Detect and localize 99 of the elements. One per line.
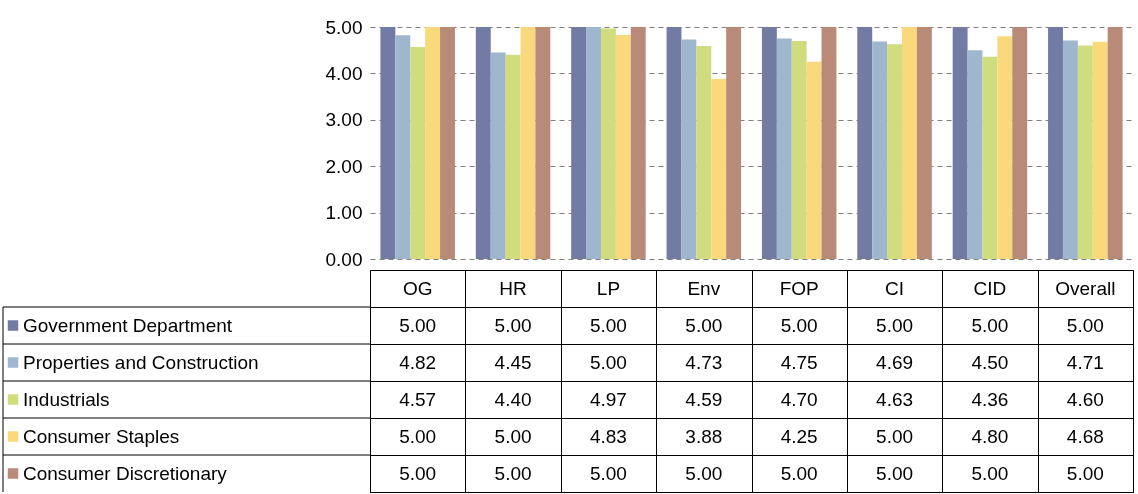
bar (615, 34, 631, 259)
bar (505, 54, 521, 259)
data-label: 4.70 (780, 388, 818, 410)
data-label: 5.00 (1066, 314, 1104, 336)
data-label: 4.71 (1066, 351, 1104, 373)
data-label: 4.63 (876, 388, 914, 410)
x-tick-label: Overall (1055, 277, 1116, 299)
bar (440, 27, 455, 259)
data-label: 5.00 (780, 314, 818, 336)
bar (887, 44, 903, 259)
data-label: 4.75 (780, 351, 818, 373)
legend-label: Government Department (23, 314, 233, 336)
data-label: 4.82 (399, 351, 437, 373)
bar (997, 36, 1013, 259)
legend-label: Properties and Construction (23, 351, 259, 373)
bar (806, 61, 822, 259)
bar (395, 35, 411, 259)
legend-label: Industrials (23, 388, 110, 410)
data-label: 5.00 (399, 314, 437, 336)
data-label: 4.40 (494, 388, 532, 410)
x-tick-label: FOP (779, 277, 819, 299)
bar (600, 28, 616, 259)
data-label: 5.00 (494, 462, 532, 484)
bar (410, 46, 426, 259)
legend-label: Consumer Discretionary (23, 462, 228, 484)
data-label: 5.00 (399, 462, 437, 484)
bar (425, 27, 441, 259)
bar (1062, 40, 1078, 259)
bar (1048, 27, 1063, 259)
bar (681, 39, 697, 259)
data-label: 5.00 (876, 462, 914, 484)
data-label: 4.50 (971, 351, 1009, 373)
bar (916, 27, 932, 259)
bar (761, 27, 777, 259)
data-label: 5.00 (399, 425, 437, 447)
bar (1092, 41, 1108, 259)
data-label: 5.00 (589, 351, 627, 373)
data-label: 5.00 (971, 462, 1009, 484)
data-label: 5.00 (589, 314, 627, 336)
data-label: 4.36 (971, 388, 1009, 410)
data-label: 5.00 (494, 425, 532, 447)
data-label: 4.69 (876, 351, 914, 373)
x-tick-label: CI (885, 277, 905, 299)
bar (1077, 45, 1093, 259)
bar (535, 27, 551, 259)
legend-label: Consumer Staples (23, 425, 180, 447)
y-tick-label: 0.00 (325, 248, 363, 270)
data-label: 4.45 (494, 351, 532, 373)
x-tick-label: OG (402, 277, 433, 299)
data-label: 5.00 (494, 314, 532, 336)
bar (857, 27, 873, 259)
bar (1012, 27, 1028, 259)
bar (711, 78, 727, 259)
data-label: 5.00 (1066, 462, 1104, 484)
data-label: 5.00 (685, 462, 723, 484)
y-tick-label: 1.00 (325, 202, 363, 224)
data-label: 5.00 (876, 314, 914, 336)
bar (982, 56, 998, 259)
data-label: 3.88 (685, 425, 723, 447)
bar (791, 40, 807, 259)
data-label: 5.00 (876, 425, 914, 447)
bar (1107, 27, 1123, 259)
bar (776, 38, 792, 259)
data-label: 4.80 (971, 425, 1009, 447)
x-tick-label: LP (596, 277, 621, 299)
data-label: 4.68 (1066, 425, 1104, 447)
data-label: 4.60 (1066, 388, 1104, 410)
data-label: 4.97 (589, 388, 627, 410)
bar (630, 27, 646, 259)
data-label: 5.00 (971, 314, 1009, 336)
y-tick-label: 2.00 (325, 155, 363, 177)
bar (952, 27, 968, 259)
x-tick-label: CID (973, 277, 1007, 299)
bar (726, 27, 742, 259)
x-tick-label: HR (499, 277, 527, 299)
x-tick-label: Env (687, 277, 721, 299)
data-label: 5.00 (589, 462, 627, 484)
data-label: 4.25 (780, 425, 818, 447)
y-tick-label: 5.00 (325, 16, 363, 38)
bar (380, 27, 396, 259)
data-label: 4.83 (589, 425, 627, 447)
bar (967, 50, 983, 259)
data-label: 4.59 (685, 388, 723, 410)
bar (872, 41, 888, 259)
bar (696, 46, 712, 259)
bar (902, 27, 917, 259)
data-label: 4.73 (685, 351, 723, 373)
bar (586, 27, 601, 259)
bar (666, 27, 682, 259)
bar (520, 27, 536, 259)
y-tick-label: 4.00 (325, 62, 363, 84)
y-tick-label: 3.00 (325, 109, 363, 131)
data-label: 5.00 (780, 462, 818, 484)
data-label: 5.00 (685, 314, 723, 336)
bar (821, 27, 837, 259)
bar (475, 27, 491, 259)
data-label: 4.57 (399, 388, 437, 410)
bar (490, 52, 506, 259)
bar (571, 27, 587, 259)
